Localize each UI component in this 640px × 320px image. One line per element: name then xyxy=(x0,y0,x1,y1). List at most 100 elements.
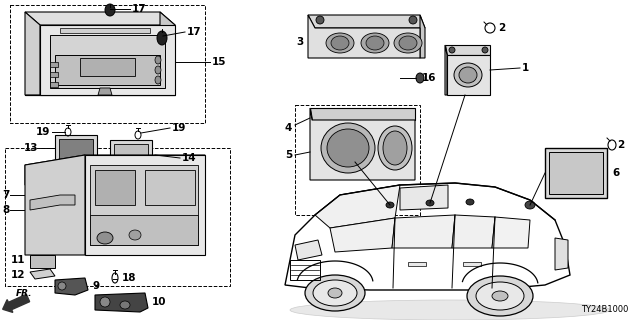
Text: 2: 2 xyxy=(617,140,624,150)
Text: 8: 8 xyxy=(2,205,9,215)
Polygon shape xyxy=(400,185,448,210)
Text: 19: 19 xyxy=(36,127,50,137)
Polygon shape xyxy=(25,12,40,95)
Bar xyxy=(10,5,205,123)
Polygon shape xyxy=(492,217,530,248)
Ellipse shape xyxy=(105,4,115,16)
Ellipse shape xyxy=(327,129,369,167)
Text: 4: 4 xyxy=(285,123,292,133)
Polygon shape xyxy=(95,293,148,312)
Text: 2: 2 xyxy=(498,23,505,33)
Polygon shape xyxy=(452,215,495,248)
Ellipse shape xyxy=(97,232,113,244)
Polygon shape xyxy=(308,15,420,58)
Text: 18: 18 xyxy=(122,273,136,283)
Text: 3: 3 xyxy=(297,37,304,47)
Bar xyxy=(549,152,603,194)
Polygon shape xyxy=(295,240,322,260)
Text: 17: 17 xyxy=(132,4,147,14)
Polygon shape xyxy=(310,108,415,120)
Ellipse shape xyxy=(525,201,535,209)
Ellipse shape xyxy=(120,301,130,309)
Ellipse shape xyxy=(328,288,342,298)
Text: 19: 19 xyxy=(172,123,186,133)
Bar xyxy=(295,105,420,215)
Text: 17: 17 xyxy=(187,27,202,37)
Bar xyxy=(114,144,148,171)
Polygon shape xyxy=(308,15,425,28)
Ellipse shape xyxy=(313,280,357,306)
Ellipse shape xyxy=(466,199,474,205)
Ellipse shape xyxy=(454,63,482,87)
Polygon shape xyxy=(30,195,75,210)
Ellipse shape xyxy=(326,33,354,53)
Bar xyxy=(463,262,481,266)
Polygon shape xyxy=(445,45,490,55)
Polygon shape xyxy=(85,155,205,255)
Ellipse shape xyxy=(100,297,110,307)
Polygon shape xyxy=(555,238,568,270)
Bar xyxy=(59,139,93,171)
Ellipse shape xyxy=(416,73,424,83)
Text: 6: 6 xyxy=(612,168,620,178)
Ellipse shape xyxy=(409,16,417,24)
Polygon shape xyxy=(40,25,175,95)
Ellipse shape xyxy=(383,131,407,165)
Bar xyxy=(110,140,152,175)
Polygon shape xyxy=(310,108,415,180)
Bar xyxy=(545,148,607,198)
Ellipse shape xyxy=(492,291,508,301)
Text: 7: 7 xyxy=(2,190,10,200)
Ellipse shape xyxy=(321,123,375,173)
Ellipse shape xyxy=(378,126,412,170)
Ellipse shape xyxy=(482,47,488,53)
Ellipse shape xyxy=(58,282,66,290)
Text: 14: 14 xyxy=(182,153,196,163)
Bar xyxy=(50,72,58,77)
Ellipse shape xyxy=(129,230,141,240)
Ellipse shape xyxy=(155,76,161,84)
Text: 5: 5 xyxy=(285,150,292,160)
Ellipse shape xyxy=(155,66,161,74)
Ellipse shape xyxy=(366,36,384,50)
Bar xyxy=(50,82,58,87)
Bar xyxy=(95,170,135,205)
Ellipse shape xyxy=(467,276,533,316)
Bar xyxy=(5,148,230,286)
Ellipse shape xyxy=(459,67,477,83)
Ellipse shape xyxy=(399,36,417,50)
Text: TY24B1000: TY24B1000 xyxy=(580,305,628,314)
Polygon shape xyxy=(55,55,160,85)
Polygon shape xyxy=(330,218,395,252)
Polygon shape xyxy=(392,215,455,248)
Polygon shape xyxy=(447,55,490,95)
Ellipse shape xyxy=(476,282,524,310)
Bar xyxy=(60,28,150,33)
Text: 16: 16 xyxy=(422,73,436,83)
Ellipse shape xyxy=(394,33,422,53)
Polygon shape xyxy=(25,12,175,25)
Polygon shape xyxy=(30,255,55,268)
Text: 13: 13 xyxy=(24,143,38,153)
Bar xyxy=(90,165,198,245)
Ellipse shape xyxy=(305,275,365,311)
Bar xyxy=(80,58,135,76)
Ellipse shape xyxy=(361,33,389,53)
Ellipse shape xyxy=(155,56,161,64)
Polygon shape xyxy=(25,155,85,255)
Ellipse shape xyxy=(290,300,610,320)
Text: 10: 10 xyxy=(152,297,166,307)
Bar xyxy=(145,170,195,205)
Bar xyxy=(290,260,320,280)
Ellipse shape xyxy=(316,16,324,24)
Bar xyxy=(55,135,97,175)
Text: 9: 9 xyxy=(92,281,99,291)
Bar xyxy=(50,62,58,67)
Text: 15: 15 xyxy=(212,57,227,67)
Ellipse shape xyxy=(157,31,167,45)
FancyArrow shape xyxy=(3,294,29,312)
Bar xyxy=(90,215,198,245)
Polygon shape xyxy=(25,155,205,185)
Polygon shape xyxy=(98,88,112,95)
Polygon shape xyxy=(315,185,400,228)
